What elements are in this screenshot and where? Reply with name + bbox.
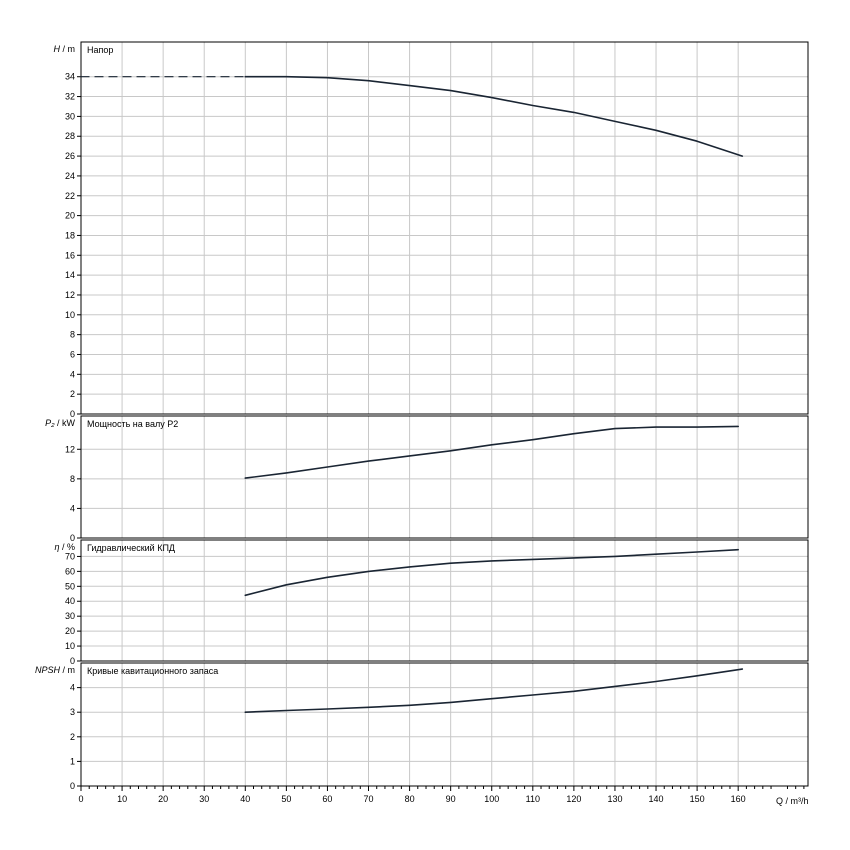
- y-tick-label: 10: [65, 310, 75, 320]
- panel-frame: [80, 539, 809, 662]
- y-tick-label: 20: [65, 211, 75, 221]
- x-tick-label: 50: [281, 794, 291, 804]
- curve-line: [244, 75, 744, 157]
- panel-title: Кривые кавитационного запаса: [87, 666, 218, 676]
- y-axis-label: H / m: [54, 44, 76, 54]
- panel-title: Гидравлический КПД: [87, 543, 175, 553]
- y-tick-label: 8: [70, 330, 75, 340]
- panel-title: Напор: [87, 45, 113, 55]
- y-tick-label: 30: [65, 611, 75, 621]
- y-tick-label: 70: [65, 551, 75, 561]
- y-tick-label: 50: [65, 581, 75, 591]
- y-tick-label: 3: [70, 707, 75, 717]
- x-tick-label: 110: [526, 794, 540, 804]
- panel-frame: [80, 41, 809, 415]
- curve-line: [244, 668, 744, 714]
- y-tick-label: 16: [65, 250, 75, 260]
- y-axis-unit: / kW: [55, 418, 76, 428]
- x-tick-label: 10: [117, 794, 127, 804]
- y-axis-unit: / m: [60, 665, 75, 675]
- x-tick-label: 20: [158, 794, 168, 804]
- y-axis-label: NPSH / m: [35, 665, 75, 675]
- y-tick-label: 20: [65, 626, 75, 636]
- y-axis-variable: P₂: [45, 418, 55, 428]
- x-tick-label: 150: [690, 794, 705, 804]
- y-tick-label: 30: [65, 111, 75, 121]
- x-tick-label: 30: [199, 794, 209, 804]
- y-axis-variable: H: [54, 44, 61, 54]
- x-tick-label: 160: [731, 794, 746, 804]
- x-tick-label: 80: [405, 794, 415, 804]
- y-axis-unit: / m: [60, 44, 75, 54]
- x-tick-label: 130: [607, 794, 622, 804]
- y-tick-label: 40: [65, 596, 75, 606]
- y-axis-variable: NPSH: [35, 665, 61, 675]
- curve-line: [244, 425, 740, 479]
- y-tick-label: 4: [70, 683, 75, 693]
- panel-title: Мощность на валу P2: [87, 419, 178, 429]
- y-tick-label: 22: [65, 191, 75, 201]
- y-tick-label: 0: [70, 656, 75, 666]
- x-tick-label: 90: [446, 794, 456, 804]
- x-tick-label: 60: [322, 794, 332, 804]
- y-tick-label: 12: [65, 290, 75, 300]
- panel-frame: [80, 662, 809, 787]
- y-axis-label: P₂ / kW: [45, 418, 75, 428]
- y-tick-label: 18: [65, 230, 75, 240]
- x-tick-label: 120: [566, 794, 581, 804]
- y-tick-label: 26: [65, 151, 75, 161]
- y-tick-label: 6: [70, 349, 75, 359]
- x-tick-label: 40: [240, 794, 250, 804]
- y-tick-label: 0: [70, 781, 75, 791]
- y-tick-label: 4: [70, 369, 75, 379]
- y-tick-label: 8: [70, 474, 75, 484]
- y-tick-label: 60: [65, 566, 75, 576]
- panel-frame: [80, 415, 809, 539]
- x-axis-label: Q / m³/h: [776, 796, 809, 806]
- y-tick-label: 28: [65, 131, 75, 141]
- y-tick-label: 1: [70, 756, 75, 766]
- y-tick-label: 10: [65, 641, 75, 651]
- y-axis-variable: η: [54, 542, 59, 552]
- y-tick-label: 0: [70, 409, 75, 419]
- y-tick-label: 2: [70, 732, 75, 742]
- y-tick-label: 0: [70, 533, 75, 543]
- y-tick-label: 4: [70, 503, 75, 513]
- y-tick-label: 14: [65, 270, 75, 280]
- x-tick-label: 0: [78, 794, 83, 804]
- y-tick-label: 32: [65, 92, 75, 102]
- y-tick-label: 24: [65, 171, 75, 181]
- x-tick-label: 70: [364, 794, 374, 804]
- y-tick-label: 12: [65, 444, 75, 454]
- curve-line: [244, 548, 740, 597]
- x-tick-label: 140: [649, 794, 664, 804]
- y-tick-label: 2: [70, 389, 75, 399]
- x-tick-label: 100: [484, 794, 499, 804]
- y-tick-label: 34: [65, 72, 75, 82]
- y-axis-unit: / %: [59, 542, 75, 552]
- y-axis-label: η / %: [54, 542, 75, 552]
